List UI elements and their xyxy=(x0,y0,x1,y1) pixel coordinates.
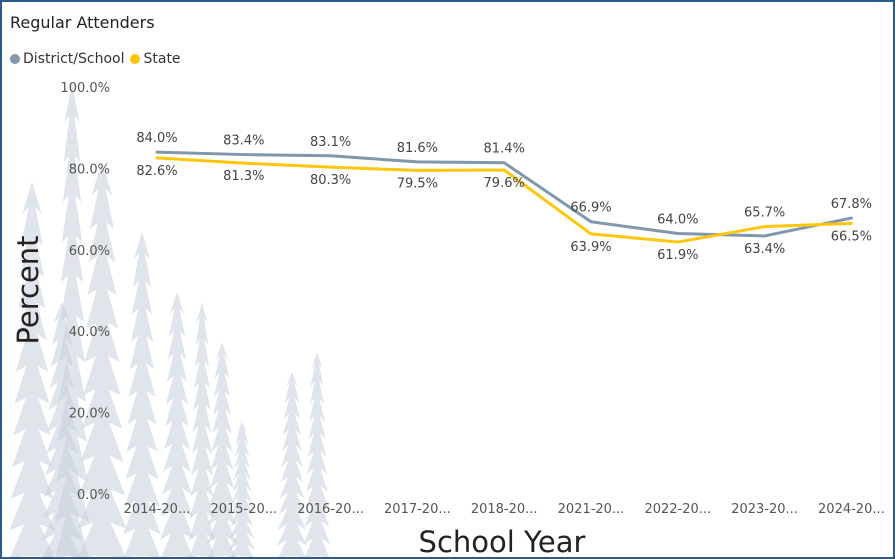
district-data-label: 64.0% xyxy=(657,213,698,228)
tree-silhouette xyxy=(276,372,308,557)
x-axis-title: School Year xyxy=(418,525,586,559)
state-data-label: 61.9% xyxy=(657,248,698,263)
tree-silhouette xyxy=(188,302,216,557)
district-data-label: 67.8% xyxy=(831,197,872,212)
legend-marker-state xyxy=(130,54,141,64)
tree-silhouette xyxy=(228,422,256,557)
district-data-label: 66.9% xyxy=(570,201,611,216)
district-data-label: 84.0% xyxy=(136,131,177,146)
x-tick-label: 2014-20... xyxy=(124,502,191,517)
y-tick-label: 100.0% xyxy=(60,81,110,96)
legend: District/School State xyxy=(10,51,187,67)
y-tick-label: 0.0% xyxy=(77,488,110,503)
state-line xyxy=(155,156,853,244)
tree-silhouette xyxy=(159,292,195,557)
district-data-label: 81.4% xyxy=(484,142,525,157)
x-tick-label: 2016-20... xyxy=(297,502,364,517)
state-data-label: 81.3% xyxy=(223,169,264,184)
state-data-label: 82.6% xyxy=(136,164,177,179)
tree-silhouette xyxy=(206,342,238,557)
x-tick-label: 2017-20... xyxy=(384,502,451,517)
legend-label-district: District/School xyxy=(23,51,125,67)
district-data-label: 63.4% xyxy=(744,242,785,257)
tree-silhouette xyxy=(9,182,55,557)
tree-silhouette xyxy=(54,82,90,557)
x-tick-label: 2022-20... xyxy=(644,502,711,517)
y-tick-label: 60.0% xyxy=(69,244,110,259)
tree-silhouette xyxy=(77,162,127,557)
chart-title: Regular Attenders xyxy=(10,13,155,32)
legend-item-district[interactable]: District/School xyxy=(10,51,124,67)
state-data-label: 79.5% xyxy=(397,176,438,191)
x-tick-label: 2015-20... xyxy=(210,502,277,517)
tree-silhouette xyxy=(303,352,331,557)
y-axis-title: Percent xyxy=(11,235,45,345)
y-tick-label: 20.0% xyxy=(69,407,110,422)
state-data-label: 80.3% xyxy=(310,173,351,188)
district-data-label: 81.6% xyxy=(397,141,438,156)
legend-item-state[interactable]: State xyxy=(130,51,181,67)
district-line xyxy=(155,150,853,238)
district-data-label: 83.4% xyxy=(223,134,264,149)
legend-label-state: State xyxy=(143,51,181,67)
legend-marker-district xyxy=(10,54,20,64)
state-data-label: 66.5% xyxy=(831,229,872,244)
x-tick-label: 2023-20... xyxy=(731,502,798,517)
tree-silhouette xyxy=(123,232,161,557)
y-tick-label: 80.0% xyxy=(69,162,110,177)
x-tick-label: 2021-20... xyxy=(558,502,625,517)
district-data-label: 83.1% xyxy=(310,135,351,150)
x-tick-label: 2024-20... xyxy=(818,502,885,517)
state-data-label: 63.9% xyxy=(570,240,611,255)
state-data-label: 79.6% xyxy=(484,176,525,191)
x-tick-label: 2018-20... xyxy=(471,502,538,517)
y-tick-label: 40.0% xyxy=(69,325,110,340)
state-data-label: 65.7% xyxy=(744,206,785,221)
